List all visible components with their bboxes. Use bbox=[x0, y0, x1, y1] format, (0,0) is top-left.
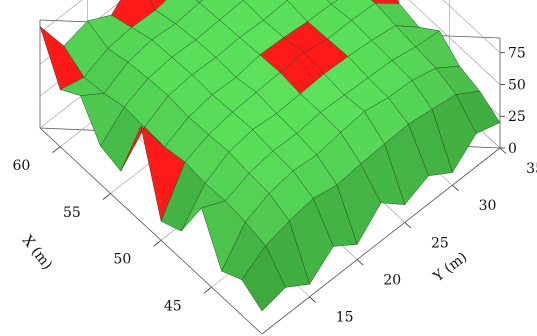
z-tick-label: 25 bbox=[508, 109, 526, 125]
x-tick-label: 60 bbox=[13, 158, 31, 174]
surface-cell bbox=[241, 245, 287, 312]
y-tick-mark bbox=[356, 259, 364, 266]
x-tick-mark bbox=[153, 240, 162, 247]
axis-ticks: 45 50 55 60 15 20 25 30 35 0 25 50 75 bbox=[13, 46, 537, 326]
x-tick-label: 55 bbox=[63, 205, 81, 221]
y-tick-label: 25 bbox=[431, 235, 449, 251]
x-axis-title: X (m) bbox=[19, 233, 55, 273]
z-tick-label: 0 bbox=[508, 141, 517, 157]
x-tick-label: 50 bbox=[113, 252, 131, 268]
y-tick-label: 15 bbox=[336, 310, 354, 326]
x-tick-label: 45 bbox=[164, 299, 182, 315]
y-tick-label: 35 bbox=[526, 161, 537, 177]
y-tick-mark bbox=[452, 184, 459, 192]
y-tick-mark bbox=[309, 296, 316, 303]
y-tick-label: 30 bbox=[479, 198, 497, 214]
y-tick-label: 20 bbox=[383, 272, 401, 288]
surface-cell bbox=[326, 0, 338, 5]
surface-mesh bbox=[39, 0, 501, 312]
z-tick-label: 75 bbox=[508, 46, 526, 62]
y-axis-line bbox=[261, 147, 501, 335]
x-axis-line bbox=[39, 127, 263, 335]
x-tick-mark bbox=[203, 286, 212, 294]
surface-cell bbox=[149, 0, 167, 11]
y-tick-mark bbox=[499, 147, 507, 154]
y-axis-title: Y (m) bbox=[430, 249, 471, 286]
y-tick-mark bbox=[404, 222, 412, 229]
x-tick-mark bbox=[52, 146, 61, 153]
z-tick-label: 50 bbox=[508, 77, 526, 93]
surface-cell bbox=[195, 0, 204, 3]
x-tick-mark bbox=[102, 193, 111, 200]
